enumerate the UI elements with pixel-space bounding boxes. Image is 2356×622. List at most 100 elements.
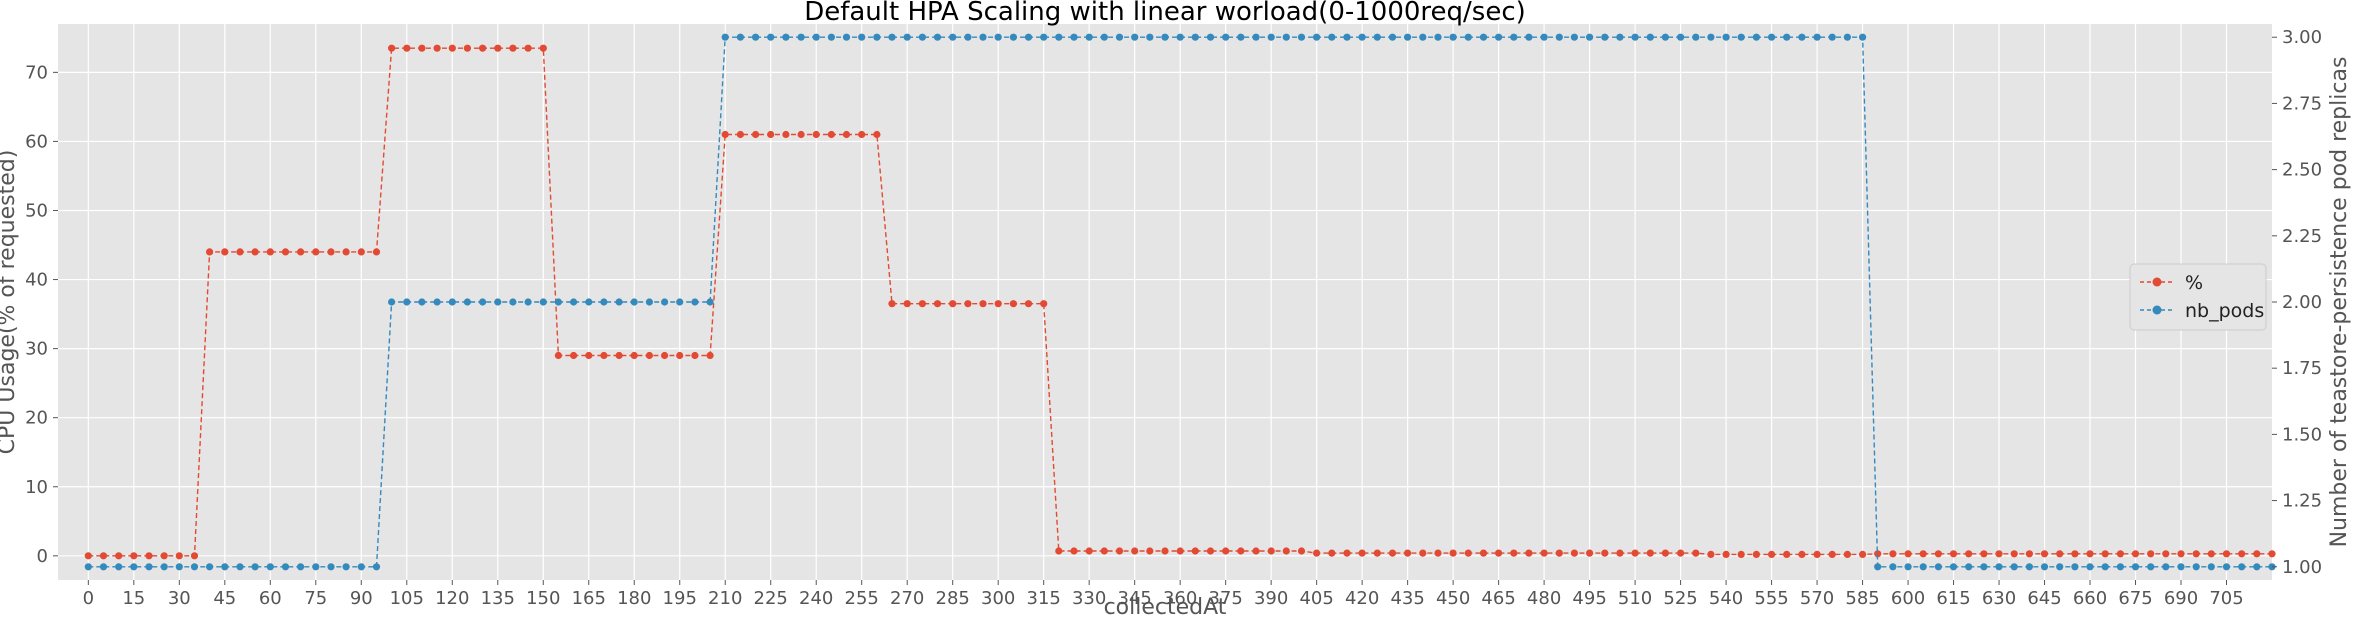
data-point <box>539 298 547 306</box>
data-point <box>297 248 305 256</box>
series-nb-pods <box>84 33 2276 571</box>
x-tick-label: 660 <box>2073 588 2107 609</box>
data-point <box>1752 33 1760 41</box>
data-point <box>1904 550 1912 558</box>
data-point <box>1100 33 1108 41</box>
data-point <box>1859 33 1867 41</box>
data-point <box>206 563 214 571</box>
data-point <box>1540 33 1548 41</box>
data-point <box>1404 33 1412 41</box>
data-point <box>1843 550 1851 559</box>
data-point <box>1373 549 1381 557</box>
data-point <box>1161 547 1169 555</box>
data-point <box>933 33 942 41</box>
data-point <box>1707 33 1715 41</box>
data-point <box>2147 563 2155 571</box>
x-tick-label: 30 <box>168 588 191 609</box>
data-point <box>1222 547 1230 555</box>
data-point <box>1646 33 1654 41</box>
data-point <box>1586 549 1594 557</box>
data-point <box>585 351 593 360</box>
data-point <box>1616 549 1624 557</box>
x-tick-label: 375 <box>1208 588 1242 609</box>
data-point <box>1237 547 1245 555</box>
data-point <box>1282 547 1290 555</box>
x-tick-label: 135 <box>481 588 515 609</box>
data-point <box>1434 33 1442 41</box>
data-point <box>281 248 290 256</box>
data-point <box>615 298 623 306</box>
data-point <box>1131 547 1139 555</box>
data-point <box>691 298 699 306</box>
data-point <box>736 33 745 41</box>
data-point <box>1965 563 1973 571</box>
x-tick-label: 150 <box>526 588 560 609</box>
data-point <box>1146 547 1154 555</box>
data-point <box>524 298 532 306</box>
data-point <box>1115 33 1124 41</box>
data-point <box>1919 550 1927 558</box>
data-point <box>994 33 1002 41</box>
data-point <box>1646 549 1654 557</box>
y-axis-label-left: CPU Usage(% of requested) <box>0 150 20 455</box>
legend-box <box>2129 263 2267 331</box>
data-point <box>1282 33 1290 41</box>
data-point <box>342 563 350 571</box>
y-tick-label-right: 2.50 <box>2282 160 2322 181</box>
data-point <box>1570 33 1578 41</box>
data-point <box>1995 563 2003 571</box>
data-point <box>1388 549 1397 557</box>
y-tick-label-left: 60 <box>25 131 48 152</box>
y-tick-label-left: 30 <box>25 339 48 360</box>
data-point <box>1525 33 1533 41</box>
data-point <box>357 248 365 256</box>
data-point <box>388 44 396 52</box>
data-point <box>1737 550 1745 559</box>
data-point <box>782 130 790 139</box>
data-point <box>1843 33 1851 41</box>
data-point <box>297 563 305 571</box>
data-point <box>2222 563 2231 571</box>
data-point <box>842 33 851 41</box>
data-point <box>327 248 335 256</box>
data-point <box>1252 547 1260 555</box>
data-point <box>949 300 957 308</box>
data-point <box>2116 563 2124 571</box>
data-point <box>2177 550 2185 558</box>
data-point <box>812 130 820 139</box>
x-tick-label: 495 <box>1572 588 1606 609</box>
y-tick-label-right: 1.00 <box>2282 557 2322 578</box>
data-point <box>1949 563 1958 571</box>
data-point <box>1722 550 1730 559</box>
data-point <box>2040 563 2049 571</box>
data-point <box>1525 549 1533 557</box>
data-point <box>1555 33 1563 41</box>
y-tick-label-left: 0 <box>37 546 48 567</box>
x-tick-label: 270 <box>890 588 924 609</box>
data-point <box>130 563 138 571</box>
data-point <box>873 130 881 139</box>
x-tick-label: 630 <box>1982 588 2016 609</box>
data-point <box>903 33 911 41</box>
data-point <box>357 563 365 571</box>
x-tick-label: 15 <box>122 588 145 609</box>
data-point <box>236 563 244 571</box>
x-tick-label: 105 <box>390 588 424 609</box>
data-point <box>1707 550 1715 559</box>
data-point <box>1297 33 1306 41</box>
x-tick-label: 510 <box>1618 588 1652 609</box>
data-point <box>2222 550 2231 558</box>
data-point <box>706 298 714 306</box>
data-point <box>463 44 471 52</box>
data-point <box>448 44 456 52</box>
data-point <box>949 33 957 41</box>
data-point <box>1146 33 1154 41</box>
data-point <box>1768 33 1776 41</box>
data-point <box>1206 547 1215 555</box>
data-point <box>2086 550 2094 558</box>
data-point <box>933 300 942 308</box>
data-point <box>903 300 911 308</box>
data-point <box>873 33 881 41</box>
data-point <box>221 248 229 256</box>
